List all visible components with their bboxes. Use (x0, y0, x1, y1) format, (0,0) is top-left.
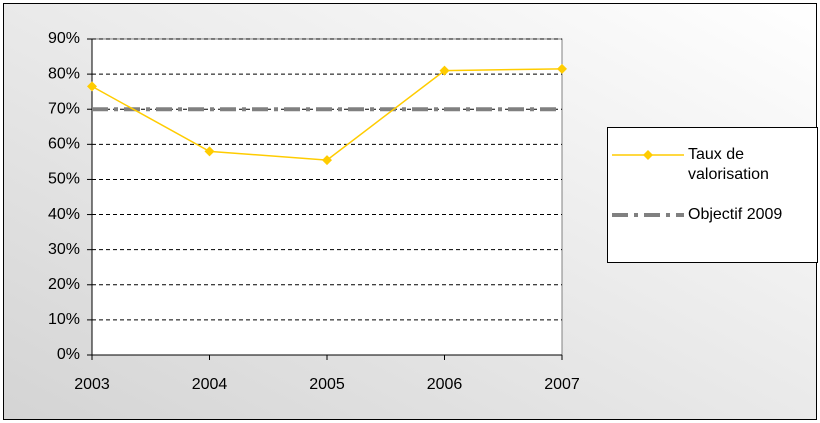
y-tick-label: 80% (48, 65, 80, 82)
y-tick-label: 0% (57, 346, 80, 363)
y-tick-label: 20% (48, 276, 80, 293)
point-marker (557, 63, 567, 74)
y-tick-label: 70% (48, 100, 80, 117)
legend-label: Objectif 2009 (688, 206, 783, 223)
point-marker (204, 146, 215, 157)
x-tick-label: 2004 (192, 376, 228, 393)
y-tick-label: 50% (48, 171, 80, 188)
point-marker (322, 155, 332, 166)
plot-area (91, 38, 563, 356)
y-tick-label: 60% (48, 136, 80, 153)
point-marker (439, 65, 450, 76)
x-tick-label: 2007 (544, 376, 580, 393)
y-tick-label: 30% (48, 241, 80, 258)
legend-box (607, 127, 818, 263)
x-tick-label: 2003 (74, 376, 110, 393)
point-marker (87, 81, 97, 92)
y-tick-label: 90% (48, 30, 80, 47)
legend-label: Taux de valorisation (688, 146, 769, 183)
y-tick-label: 10% (48, 311, 80, 328)
x-tick-label: 2006 (427, 376, 463, 393)
legend-marker (643, 150, 653, 160)
y-tick-label: 40% (48, 206, 80, 223)
x-tick-label: 2005 (309, 376, 345, 393)
